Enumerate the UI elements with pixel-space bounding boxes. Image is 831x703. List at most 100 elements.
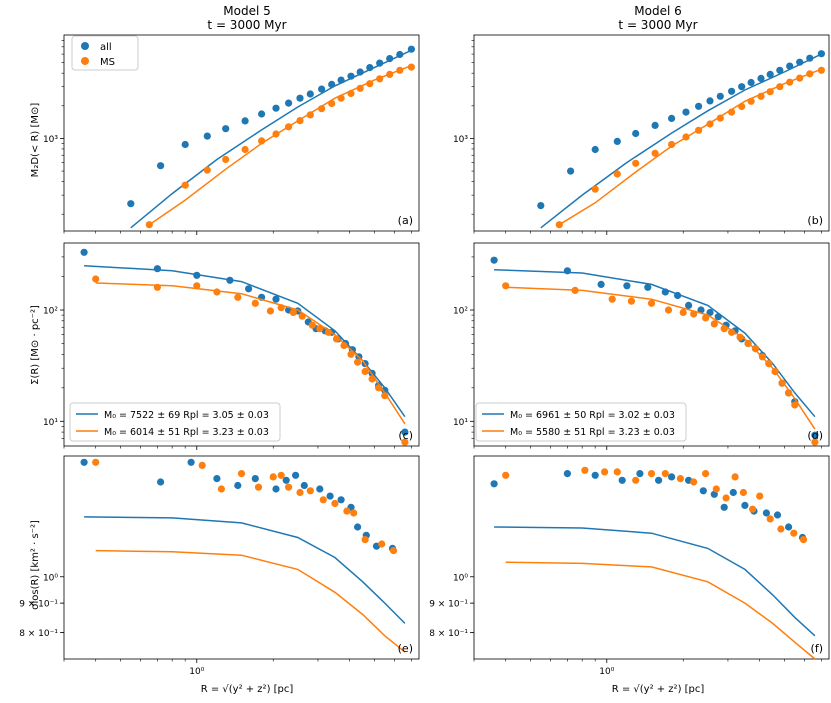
data-point-all xyxy=(728,87,736,95)
data-point-ms xyxy=(796,74,804,82)
data-point-ms xyxy=(145,221,153,229)
fit-line-all xyxy=(84,264,406,418)
y-tick-label: 9 × 10⁻¹ xyxy=(19,600,58,610)
data-point-ms xyxy=(92,275,100,283)
x-tick-label: 10⁰ xyxy=(599,667,614,677)
data-point-ms xyxy=(757,92,765,100)
data-point-ms xyxy=(258,137,266,145)
data-point-all xyxy=(127,200,135,208)
data-point-ms xyxy=(608,295,616,303)
data-point-all xyxy=(817,50,826,58)
data-point-all xyxy=(272,295,280,303)
y-tick-label: 10² xyxy=(43,307,58,317)
panel-tag: (b) xyxy=(807,214,823,227)
data-point-ms xyxy=(695,126,703,134)
data-point-ms xyxy=(731,473,739,481)
panel-a: 10³ (a) xyxy=(43,34,420,235)
panel-tag: (c) xyxy=(398,429,413,442)
data-point-all xyxy=(757,74,765,82)
data-point-all xyxy=(668,114,676,122)
data-point-all xyxy=(234,481,242,490)
data-point-ms xyxy=(682,133,690,141)
data-point-ms xyxy=(806,70,814,78)
data-point-ms xyxy=(744,339,752,348)
data-point-ms xyxy=(296,117,304,125)
data-point-ms xyxy=(785,389,793,397)
data-point-all xyxy=(632,129,640,138)
data-point-ms xyxy=(690,478,698,486)
y-tick-label: 10³ xyxy=(453,135,468,145)
data-point-ms xyxy=(277,471,285,479)
data-point-all xyxy=(337,496,345,504)
data-point-all xyxy=(729,488,737,497)
data-point-all xyxy=(773,511,782,519)
data-point-ms xyxy=(627,297,636,305)
data-point-all xyxy=(80,248,88,256)
data-point-all xyxy=(326,492,334,500)
data-point-all xyxy=(258,110,266,118)
y-tick-label: 8 × 10⁻¹ xyxy=(429,629,468,639)
data-point-all xyxy=(597,280,605,288)
data-point-all xyxy=(285,99,293,107)
panel-frame xyxy=(473,455,830,660)
data-point-ms xyxy=(690,310,698,318)
data-point-all xyxy=(222,125,230,133)
data-point-ms xyxy=(791,401,799,409)
data-point-ms xyxy=(269,473,277,481)
data-point-ms xyxy=(254,483,263,491)
data-point-all xyxy=(282,476,290,484)
panel-tag: (a) xyxy=(398,214,413,227)
data-point-ms xyxy=(153,283,161,291)
legend-label-all: all xyxy=(100,42,112,53)
data-point-ms xyxy=(277,304,285,312)
data-point-ms xyxy=(272,130,280,138)
data-point-ms xyxy=(296,488,304,497)
data-point-all xyxy=(563,470,572,478)
fit-line-ms xyxy=(505,561,816,660)
fit-line-ms xyxy=(558,68,822,226)
data-point-ms xyxy=(738,102,746,111)
data-point-ms xyxy=(751,345,760,353)
column-subtitle-model-5: t = 3000 Myr xyxy=(207,18,286,32)
data-point-ms xyxy=(306,487,314,495)
data-point-ms xyxy=(376,75,384,83)
data-point-ms xyxy=(331,499,339,508)
xlabel-right: R = √(y² + z²) [pc] xyxy=(612,684,705,695)
panel-frame xyxy=(63,242,420,447)
data-point-all xyxy=(738,83,746,91)
data-point-ms xyxy=(340,341,348,350)
data-point-ms xyxy=(756,492,764,500)
data-point-ms xyxy=(502,471,510,479)
data-point-ms xyxy=(817,66,826,74)
data-point-ms xyxy=(234,293,242,301)
panel-f: 10⁰ 10⁰ 9 × 10⁻¹ 8 × 10⁻¹ (f) xyxy=(429,455,830,677)
data-point-all xyxy=(762,509,771,517)
data-point-ms xyxy=(601,468,609,476)
data-point-ms xyxy=(222,155,230,164)
data-point-ms xyxy=(712,485,720,493)
data-point-all xyxy=(193,271,201,279)
data-point-all xyxy=(674,291,682,300)
data-point-ms xyxy=(407,63,415,71)
data-point-ms xyxy=(811,438,819,446)
data-point-all xyxy=(697,306,705,314)
data-point-ms xyxy=(285,483,293,491)
panel-frame xyxy=(473,34,830,232)
fit-legend-model-5: M₀ = 7522 ± 69 Rpl = 3.05 ± 0.03 M₀ = 60… xyxy=(69,402,281,442)
data-point-ms xyxy=(766,515,774,523)
data-point-all xyxy=(318,85,326,93)
y-tick-label: 10² xyxy=(453,307,468,317)
data-point-all xyxy=(80,458,88,466)
fit-line-all xyxy=(84,516,406,624)
data-point-all xyxy=(490,480,498,488)
panel-tag: (e) xyxy=(398,642,413,655)
panel-b: 10³ (b) xyxy=(453,34,830,235)
data-point-all xyxy=(245,285,253,293)
data-point-ms xyxy=(298,312,306,320)
data-point-ms xyxy=(193,282,201,290)
data-point-ms xyxy=(354,358,362,366)
column-title-model-6: Model 6 xyxy=(634,4,681,18)
data-point-ms xyxy=(736,333,744,341)
data-point-ms xyxy=(790,529,798,537)
